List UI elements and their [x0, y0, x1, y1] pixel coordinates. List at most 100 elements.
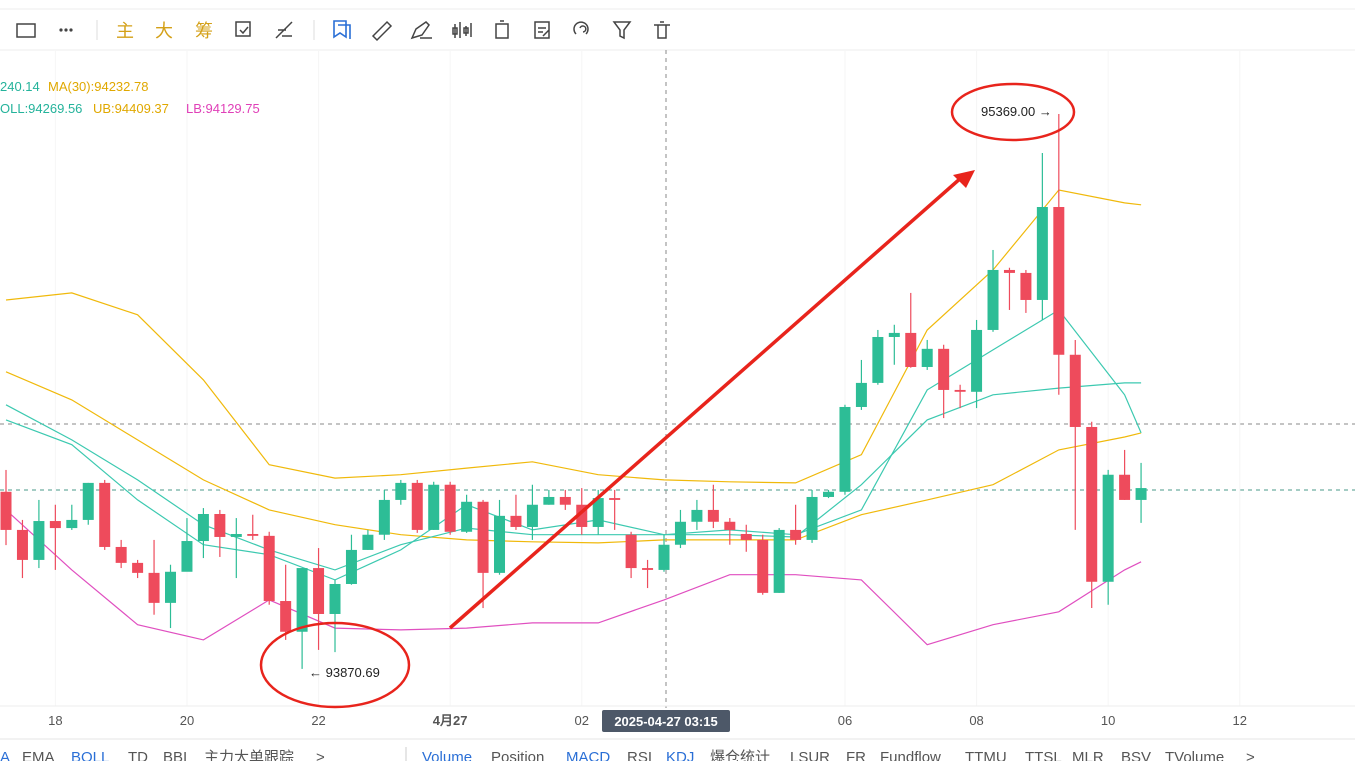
indicator-tab[interactable]: KDJ [666, 749, 694, 761]
legend-item: LB:94129.75 [186, 101, 260, 116]
brush-tool[interactable] [410, 21, 432, 40]
candle-body [740, 533, 752, 540]
filter-tool[interactable] [612, 21, 632, 40]
candle-body [855, 382, 867, 407]
candle-body [691, 509, 703, 522]
candle-body [296, 568, 308, 632]
candle-body [247, 533, 259, 536]
indicator-tab[interactable]: LSUR [790, 749, 830, 761]
candle-body [888, 332, 900, 337]
more-tool[interactable] [59, 28, 73, 32]
toolbar-button[interactable]: 筹 [195, 21, 213, 41]
indicator-tab[interactable]: TD [128, 749, 148, 761]
candle-body [66, 519, 78, 529]
candle-body [82, 482, 94, 520]
candle-body [559, 496, 571, 505]
draw-tool[interactable] [333, 20, 351, 39]
indicator-tab[interactable]: BBI [163, 749, 187, 761]
x-tick-label: 4月27 [433, 713, 468, 728]
legend-item: MA(30):94232.78 [48, 79, 148, 94]
indicator-tab[interactable]: A [0, 749, 10, 761]
candle-body [543, 496, 555, 505]
indicator-tab[interactable]: TVolume [1165, 749, 1224, 761]
indicator-tab[interactable]: Position [491, 749, 544, 761]
sync-tool[interactable] [235, 21, 251, 37]
candle-body [115, 546, 127, 563]
indicator-tab[interactable]: > [316, 749, 325, 761]
indicator-tab[interactable]: MACD [566, 749, 610, 761]
indicator-tab[interactable]: > [1246, 749, 1255, 761]
candle-body [806, 496, 818, 540]
candle-body [329, 583, 341, 614]
candle-body [16, 529, 28, 560]
high-label: 95369.00 → [981, 104, 1052, 119]
candle-body [395, 482, 407, 500]
candle-body [1036, 207, 1048, 300]
x-tick-label: 08 [969, 713, 983, 728]
candle-body [1102, 474, 1114, 582]
x-tick-label: 18 [48, 713, 62, 728]
candle-body [345, 549, 357, 584]
note-tool[interactable] [534, 21, 550, 39]
candle-body [1020, 272, 1032, 300]
candle-body [773, 529, 785, 593]
candle-body [1086, 426, 1098, 582]
candle-body [181, 541, 193, 572]
indicator-tab[interactable]: RSI [627, 749, 652, 761]
indicator-line [5, 509, 1142, 646]
indicator-tab[interactable]: Volume [422, 749, 472, 761]
toolbar-button[interactable]: 大 [155, 21, 173, 41]
indicator-tab[interactable]: 主力大单跟踪 [204, 749, 294, 761]
candle-body [263, 535, 275, 602]
indicator-tab[interactable]: BOLL [71, 749, 109, 761]
candle-body [971, 329, 983, 392]
candle-body [0, 491, 12, 530]
candle-body [707, 509, 719, 522]
measure-tool[interactable] [275, 21, 293, 39]
candle-body [99, 482, 111, 547]
legend-item: OLL:94269.56 [0, 101, 82, 116]
plot-area [0, 50, 1355, 708]
candle-body [674, 521, 686, 545]
candle-body [625, 534, 637, 569]
rect-tool[interactable] [16, 23, 36, 38]
indicator-tab[interactable]: TTSL [1025, 749, 1062, 761]
indicator-tab[interactable]: 爆仓统计 [710, 749, 770, 761]
candle-body [526, 504, 538, 527]
indicator-tab[interactable]: MLR [1072, 749, 1104, 761]
candle-body [1069, 354, 1081, 427]
candle-body [823, 491, 835, 497]
candle-body [1135, 488, 1147, 500]
x-tick-label: 12 [1233, 713, 1247, 728]
candle-tool[interactable] [452, 22, 472, 38]
toolbar: 主大筹 [0, 8, 1355, 51]
candle-body [214, 513, 226, 537]
candle-body [280, 601, 292, 632]
candle-body [576, 504, 588, 527]
crosshair-label: 2025-04-27 03:15 [614, 714, 717, 729]
candle-body [411, 482, 423, 530]
legend-item: 240.14 [0, 79, 40, 94]
candle-body [609, 498, 621, 500]
candle-body [1053, 207, 1065, 355]
candle-body [905, 332, 917, 367]
candle-body [49, 521, 61, 529]
candle-body [724, 521, 736, 530]
indicator-tab[interactable]: EMA [22, 749, 55, 761]
indicator-tab[interactable]: TTMU [965, 749, 1007, 761]
candle-body [1119, 474, 1131, 500]
delete-tool[interactable] [654, 21, 670, 39]
ruler-tool[interactable] [371, 20, 393, 42]
candle-body [362, 534, 374, 550]
candle-body [461, 501, 473, 532]
indicator-tab[interactable]: Fundflow [880, 749, 941, 761]
magnet-tool[interactable] [573, 21, 589, 35]
clear-tool[interactable] [495, 20, 509, 39]
candle-body [1003, 269, 1015, 273]
indicator-tab[interactable]: BSV [1121, 749, 1151, 761]
indicator-tab[interactable]: FR [846, 749, 866, 761]
candle-body [757, 539, 769, 593]
toolbar-button[interactable]: 主 [116, 21, 134, 41]
trend-arrow-head [953, 170, 975, 188]
